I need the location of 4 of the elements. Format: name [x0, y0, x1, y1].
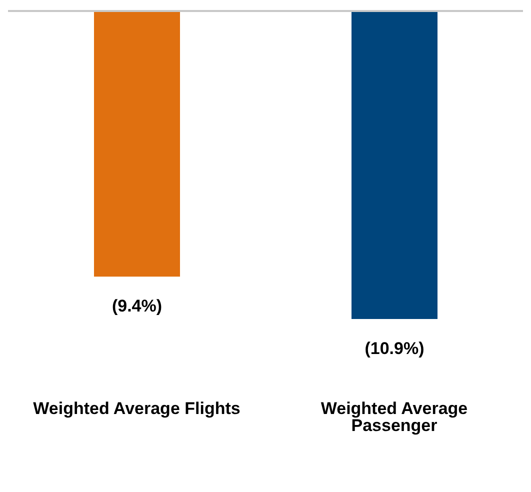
data-label: (9.4%)	[112, 296, 162, 316]
x-tick-label: Weighted Average Passenger	[320, 399, 468, 436]
data-label: (10.9%)	[364, 339, 424, 358]
x-tick-label: Weighted Average Flights	[33, 399, 240, 418]
